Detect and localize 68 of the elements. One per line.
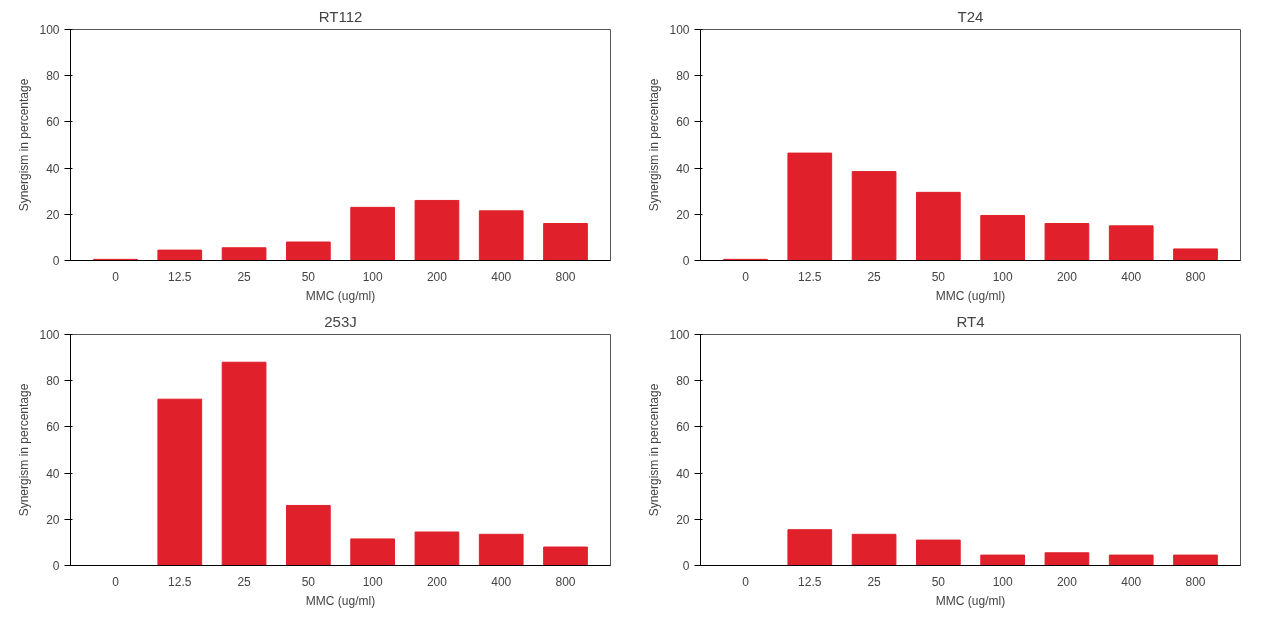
y-tick-label: 0 — [52, 254, 60, 268]
x-tick-label: 800 — [1185, 574, 1206, 589]
y-tick-label: 80 — [46, 374, 60, 389]
x-tick-label: 12.5 — [798, 574, 822, 589]
x-tick-label: 12.5 — [168, 269, 192, 284]
y-axis-title: Synergism in percentage — [647, 78, 662, 212]
x-tick-label: 800 — [1185, 269, 1206, 284]
y-tick-label: 60 — [676, 420, 690, 435]
x-tick-label: 50 — [931, 574, 946, 589]
chart-title: RT4 — [956, 312, 985, 330]
x-tick-label: 25 — [867, 574, 882, 589]
x-tick-label: 12.5 — [168, 574, 192, 589]
y-tick-label: 20 — [46, 207, 60, 222]
y-tick-label: 100 — [669, 328, 690, 342]
y-tick-label: 80 — [676, 69, 690, 84]
x-axis-title: MMC (ug/ml) — [935, 593, 1006, 608]
x-tick-label: 400 — [1121, 269, 1142, 284]
y-tick-label: 40 — [676, 161, 690, 176]
y-tick-label: 80 — [46, 69, 60, 84]
x-tick-label: 100 — [992, 574, 1013, 589]
x-tick-label: 200 — [426, 269, 448, 284]
x-tick-label: 12.5 — [798, 269, 822, 284]
x-tick-label: 400 — [1121, 574, 1142, 589]
y-tick-label: 0 — [52, 559, 60, 573]
y-axis-title: Synergism in percentage — [647, 383, 662, 517]
x-tick-label: 0 — [742, 269, 750, 284]
x-tick-label: 25 — [237, 574, 252, 589]
y-tick-label: 40 — [46, 466, 60, 481]
x-tick-label: 25 — [237, 269, 252, 284]
x-tick-label: 200 — [1056, 574, 1078, 589]
x-tick-label: 0 — [742, 574, 750, 589]
y-tick-label: 80 — [676, 374, 690, 389]
chart-title: 253J — [324, 312, 357, 330]
x-tick-label: 0 — [112, 269, 120, 284]
x-tick-label: 800 — [555, 269, 576, 284]
y-tick-label: 100 — [39, 23, 60, 37]
y-tick-label: 20 — [676, 207, 690, 222]
x-tick-label: 100 — [992, 269, 1013, 284]
x-tick-label: 50 — [931, 269, 946, 284]
x-tick-label: 50 — [301, 574, 316, 589]
y-tick-label: 100 — [39, 328, 60, 342]
y-tick-label: 60 — [46, 420, 60, 435]
y-tick-label: 60 — [46, 115, 60, 130]
x-tick-label: 200 — [426, 574, 448, 589]
y-tick-label: 20 — [46, 512, 60, 527]
y-axis-title: Synergism in percentage — [17, 78, 32, 212]
x-tick-label: 800 — [555, 574, 576, 589]
x-axis-title: MMC (ug/ml) — [305, 288, 376, 303]
x-tick-label: 100 — [362, 574, 383, 589]
x-tick-label: 25 — [867, 269, 882, 284]
x-tick-label: 200 — [1056, 269, 1078, 284]
y-axis-title: Synergism in percentage — [17, 383, 32, 517]
y-tick-label: 40 — [676, 466, 690, 481]
y-tick-label: 20 — [676, 512, 690, 527]
x-tick-label: 100 — [362, 269, 383, 284]
x-tick-label: 400 — [491, 574, 512, 589]
y-tick-label: 0 — [682, 559, 690, 573]
x-tick-label: 50 — [301, 269, 316, 284]
y-tick-label: 40 — [46, 161, 60, 176]
x-axis-title: MMC (ug/ml) — [305, 593, 376, 608]
chart-title: T24 — [957, 7, 984, 25]
x-tick-label: 400 — [491, 269, 512, 284]
y-tick-label: 0 — [682, 254, 690, 268]
y-tick-label: 60 — [676, 115, 690, 130]
y-tick-label: 100 — [669, 23, 690, 37]
x-axis-title: MMC (ug/ml) — [935, 288, 1006, 303]
chart-title: RT112 — [318, 7, 363, 25]
x-tick-label: 0 — [112, 574, 120, 589]
